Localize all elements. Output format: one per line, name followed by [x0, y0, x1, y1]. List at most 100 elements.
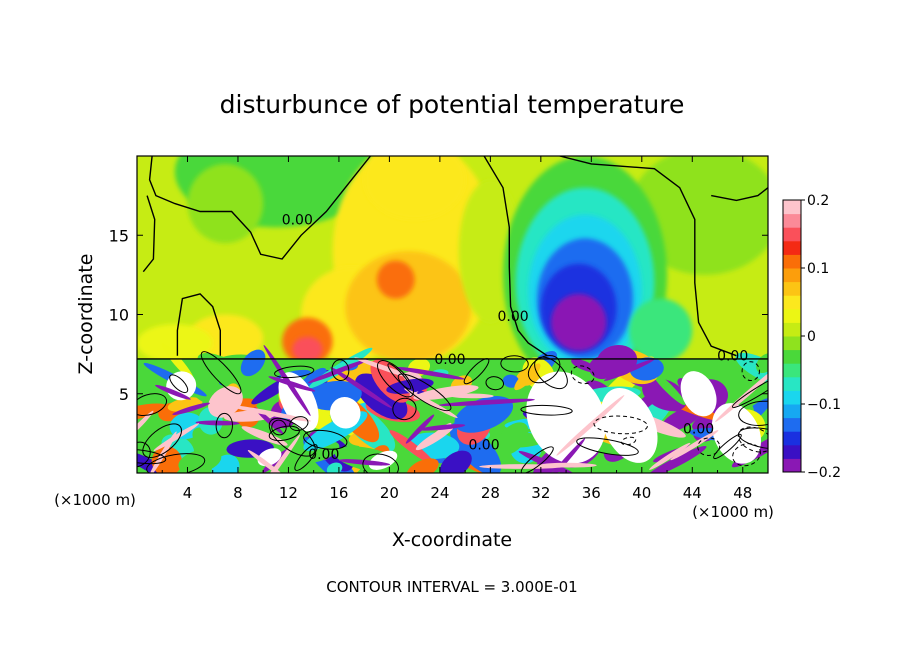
out-of-range-patch — [329, 397, 361, 429]
x-tick-label: 36 — [582, 484, 601, 502]
contour-line — [215, 412, 233, 439]
colorbar-cell — [783, 254, 801, 269]
thin-streak — [540, 462, 597, 468]
contour-line — [500, 355, 529, 373]
thin-streak — [137, 410, 154, 442]
y-tick-label: 5 — [119, 385, 129, 404]
contour-line — [520, 404, 573, 416]
colorbar-tick-label: −0.1 — [807, 397, 841, 413]
warm-region — [345, 251, 472, 363]
contour-line — [463, 358, 490, 385]
colorbar-cell — [783, 200, 801, 215]
y-tick-label: 10 — [109, 306, 129, 325]
x-tick-label: 16 — [329, 484, 348, 502]
warm-core — [292, 336, 323, 363]
colorbar-cell — [783, 295, 801, 310]
turbulent-layer — [137, 343, 768, 473]
contour-line — [268, 417, 316, 457]
y-axis-label: Z-coordinate — [75, 254, 97, 375]
contour-line — [483, 156, 548, 357]
contour-label: 0.00 — [434, 352, 465, 368]
x-tick-label: 40 — [632, 484, 651, 502]
contour-line — [137, 449, 167, 465]
x-tick-label: 8 — [233, 484, 243, 502]
colorbar-cell — [783, 268, 801, 283]
contour-label: 0.00 — [683, 422, 714, 438]
contour-line — [741, 361, 760, 382]
contour-line — [697, 437, 721, 456]
contour-line — [142, 195, 156, 273]
contour-line — [200, 351, 242, 395]
contour-line — [713, 433, 742, 460]
thin-streak — [254, 434, 301, 473]
turbulent-eddy — [651, 371, 686, 406]
contour-line — [146, 453, 206, 473]
turbulent-eddy — [642, 378, 688, 412]
contour-line — [593, 415, 648, 435]
contour-labels: 0.00 0.00 0.00 0.00 0.00 0.00 0.00 — [282, 212, 749, 463]
warm-region — [364, 156, 466, 220]
contour-line — [169, 374, 189, 394]
thin-streak — [228, 404, 312, 422]
contour-line — [362, 453, 399, 473]
colorbar-cell — [783, 417, 801, 432]
cool-region — [187, 163, 264, 244]
turbulent-eddy — [502, 374, 520, 388]
contour-line — [148, 156, 372, 260]
turbulent-eddy — [514, 363, 541, 391]
colorbar-ticks: 0.2 0.1 0 −0.1 −0.2 — [801, 193, 841, 481]
contour-label: 0.00 — [308, 447, 339, 463]
thin-streak — [395, 367, 465, 380]
warm-core — [376, 260, 415, 299]
thin-streak — [649, 442, 691, 470]
contour-line — [527, 354, 561, 384]
contour-line — [485, 376, 505, 391]
turbulent-eddy — [197, 353, 260, 394]
contour-line — [137, 393, 168, 417]
contour-line — [737, 426, 768, 453]
x-tick-label: 48 — [733, 484, 752, 502]
colorbar-cell — [783, 281, 801, 296]
x-axis-ticks: 4 8 12 16 20 24 28 32 36 40 44 48 — [161, 156, 752, 502]
upper-field — [137, 156, 768, 394]
turbulent-eddy — [413, 385, 479, 401]
colorbar-tick-label: −0.2 — [807, 465, 841, 481]
contour-line — [534, 356, 568, 390]
colorbar-cell — [783, 363, 801, 378]
contour-line — [731, 373, 768, 408]
colorbar-cell — [783, 227, 801, 242]
x-tick-label: 4 — [183, 484, 193, 502]
x-tick-label: 44 — [683, 484, 702, 502]
thin-streak — [155, 384, 191, 400]
thin-streak — [438, 398, 535, 407]
turbulent-eddy — [355, 373, 408, 420]
x-unit-label-left: (×1000 m) — [54, 491, 136, 509]
colorbar-tick-label: 0 — [807, 329, 816, 345]
thin-streak — [268, 376, 316, 392]
colorbar-cell — [783, 349, 801, 364]
out-of-range-patch — [711, 403, 762, 464]
contour-line — [732, 443, 761, 467]
out-of-range-patch — [526, 371, 606, 464]
contour-interval-text: CONTOUR INTERVAL = 3.000E-01 — [326, 578, 577, 596]
thin-streak — [330, 367, 393, 409]
thin-streak — [603, 359, 654, 381]
turbulent-eddy — [256, 366, 292, 378]
contour-line — [570, 365, 595, 385]
contour-lines — [137, 156, 768, 473]
warm-region — [137, 324, 213, 363]
x-tick-label: 20 — [380, 484, 399, 502]
contour-line — [559, 156, 737, 357]
colorbar-cell — [783, 390, 801, 405]
contour-line — [711, 187, 768, 202]
colorbar-cell — [783, 444, 801, 459]
thin-streak — [419, 424, 466, 431]
cold-region — [629, 298, 693, 363]
x-tick-label: 32 — [531, 484, 550, 502]
colorbar-cell — [783, 322, 801, 337]
contour-line — [377, 360, 414, 398]
turbulent-eddy — [178, 449, 222, 473]
colorbar-cell — [783, 213, 801, 228]
colorbar-tick-label: 0.2 — [807, 193, 829, 209]
thin-streak — [195, 420, 240, 426]
